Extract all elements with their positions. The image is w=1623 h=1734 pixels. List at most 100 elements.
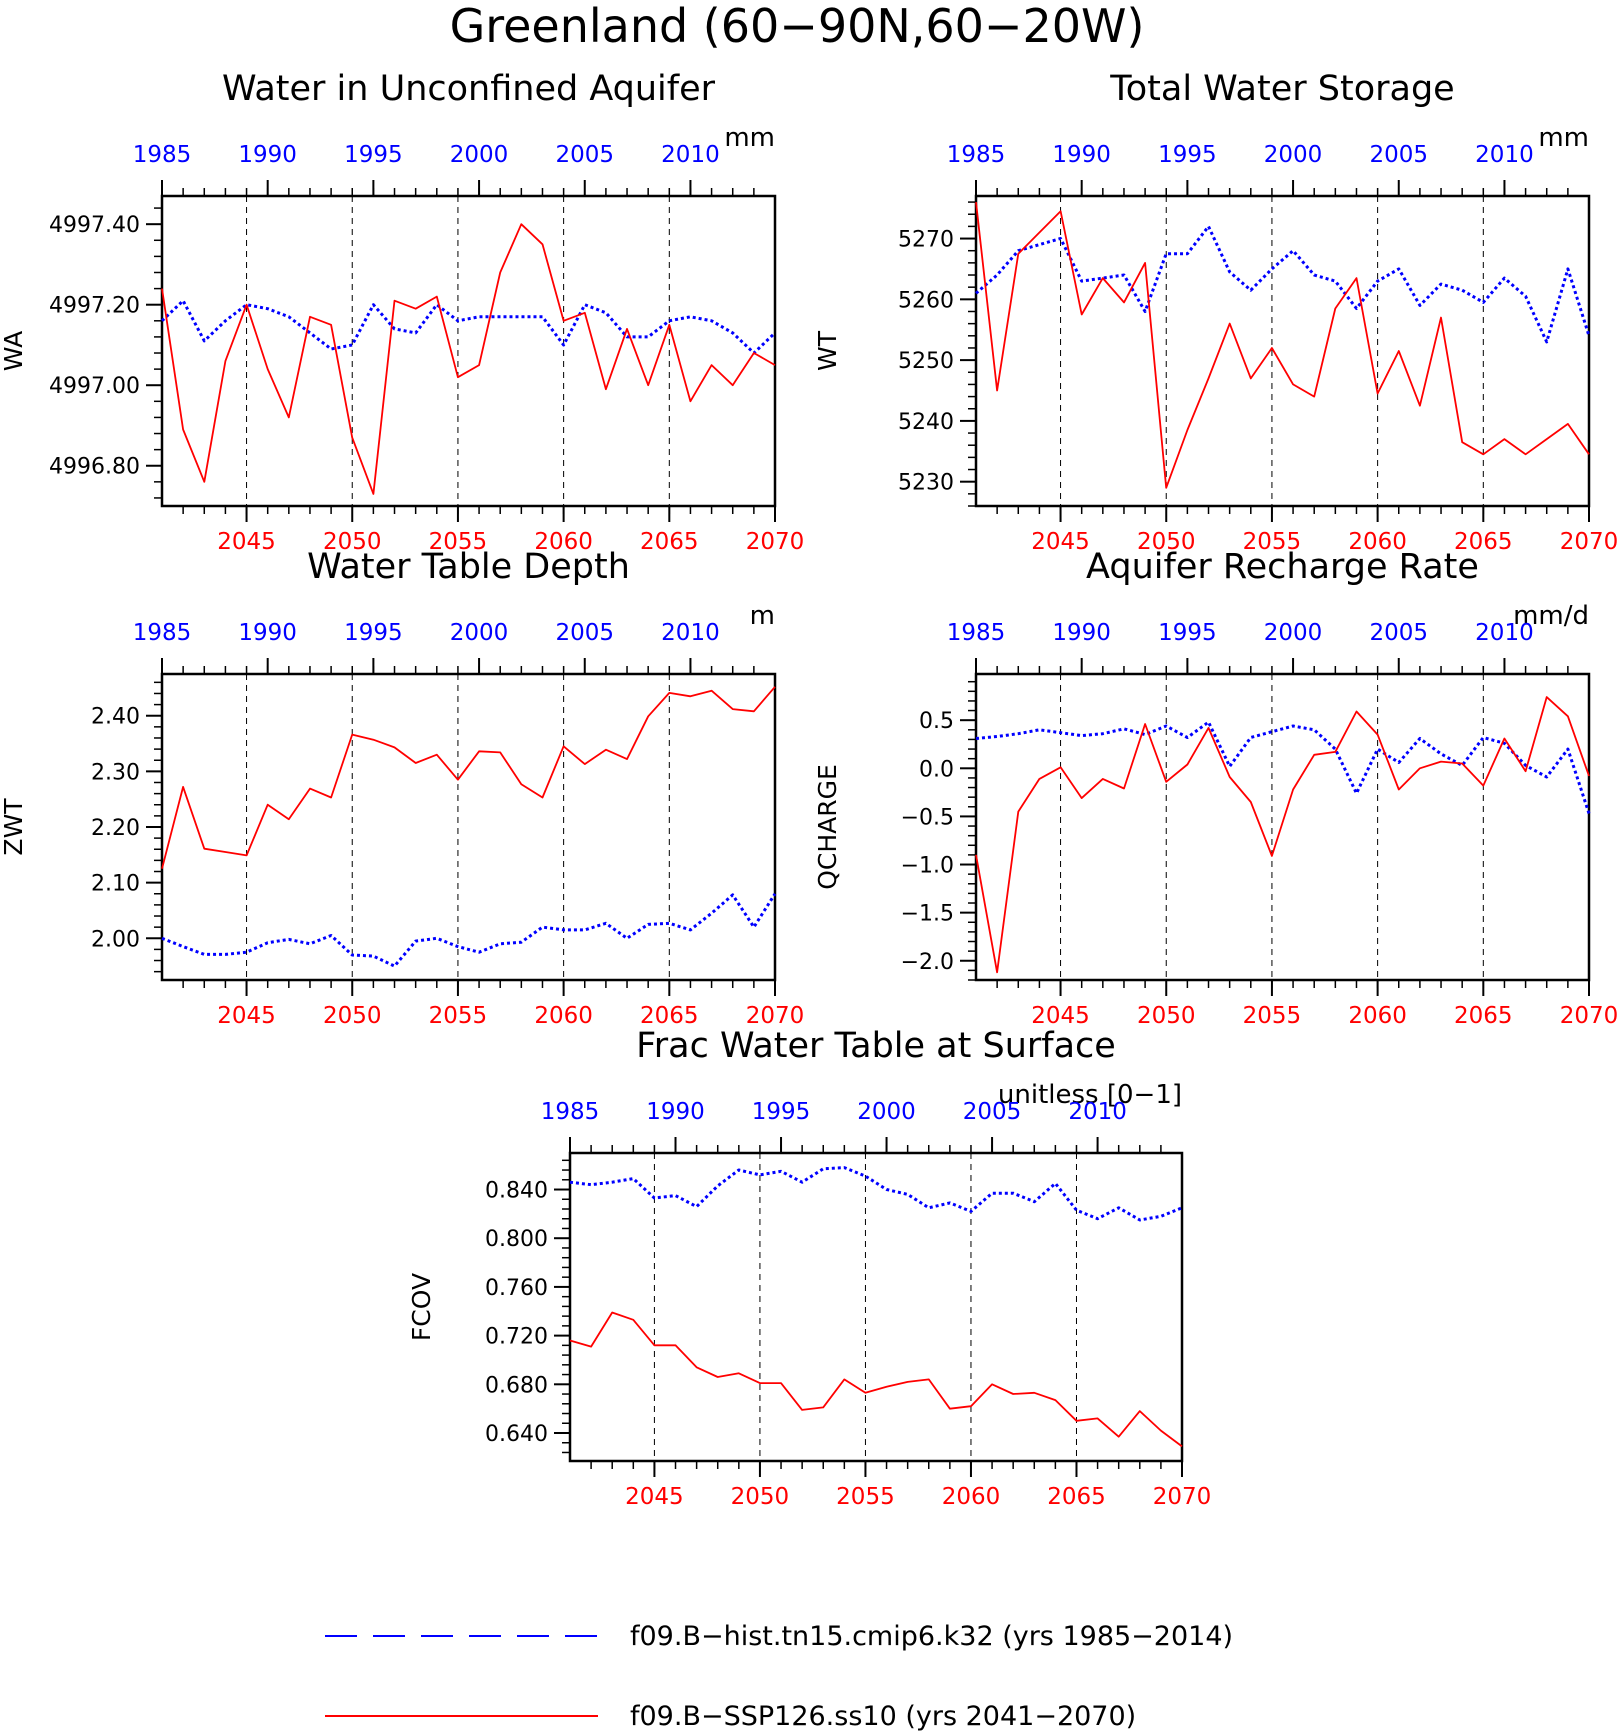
- units-label: unitless [0−1]: [998, 1080, 1182, 1110]
- x-tick-label-bottom: 2055: [429, 1003, 488, 1029]
- panel-title: Frac Water Table at Surface: [636, 1026, 1116, 1066]
- x-tick-label-top: 1985: [947, 620, 1006, 646]
- x-tick-label-bottom: 2070: [746, 1003, 805, 1029]
- x-tick-label-bottom: 2065: [1454, 529, 1513, 555]
- y-axis-label: FCOV: [407, 1273, 436, 1341]
- x-tick-label-top: 1990: [1052, 620, 1111, 646]
- x-tick-label-top: 2000: [1264, 142, 1323, 168]
- y-tick-label: 0.640: [485, 1422, 548, 1447]
- legend-label-hist: f09.B−hist.tn15.cmip6.k32 (yrs 1985−2014…: [630, 1621, 1233, 1652]
- x-tick-label-top: 1985: [133, 620, 192, 646]
- x-tick-label-top: 1995: [1158, 620, 1217, 646]
- x-tick-label-top: 2005: [555, 142, 614, 168]
- x-tick-label-top: 2005: [963, 1099, 1022, 1125]
- x-tick-label-top: 1995: [752, 1099, 811, 1125]
- series-line-ssp: [161, 223, 776, 495]
- y-tick-label: 2.10: [91, 872, 140, 897]
- series-line-ssp: [569, 1311, 1183, 1448]
- x-tick-label-bottom: 2055: [1243, 1003, 1302, 1029]
- x-tick-label-bottom: 2050: [323, 1003, 382, 1029]
- x-tick-label-bottom: 2045: [217, 529, 276, 555]
- y-tick-label: 2.40: [91, 705, 140, 730]
- y-tick-label: 0.840: [485, 1179, 548, 1204]
- plot-frame: [568, 1151, 1184, 1463]
- y-tick-label: 5240: [898, 410, 954, 435]
- x-tick-label-bottom: 2060: [534, 529, 593, 555]
- units-label: mm/d: [1513, 601, 1589, 631]
- x-tick-label-top: 2010: [661, 142, 720, 168]
- x-tick-label-top: 2005: [555, 620, 614, 646]
- x-tick-label-bottom: 2045: [625, 1484, 684, 1510]
- y-tick-label: 5260: [898, 288, 954, 313]
- series-line-hist: [975, 720, 1591, 814]
- x-tick-label-bottom: 2070: [1560, 1003, 1619, 1029]
- y-tick-label: −1.0: [901, 854, 954, 879]
- x-tick-label-top: 1995: [344, 620, 403, 646]
- figure-title: Greenland (60−90N,60−20W): [450, 0, 1145, 53]
- x-tick-label-bottom: 2065: [1454, 1003, 1513, 1029]
- x-tick-label-top: 2010: [661, 620, 720, 646]
- x-tick-label-bottom: 2065: [1047, 1484, 1106, 1510]
- panel-aquifer-recharge-rate: Aquifer Recharge Rate mm/d QCHARGE 2045 2050…: [813, 547, 1618, 1029]
- y-axis-label: WA: [0, 331, 28, 371]
- x-tick-label-top: 2010: [1475, 620, 1534, 646]
- panel-water-table-depth: Water Table Depth m ZWT 2045 2050 2055 2060 206…: [0, 547, 804, 1029]
- x-tick-label-top: 2000: [1264, 620, 1323, 646]
- y-tick-label: 0.5: [919, 709, 954, 734]
- x-tick-label-bottom: 2055: [429, 529, 488, 555]
- x-tick-label-bottom: 2070: [746, 529, 805, 555]
- panel-title: Water Table Depth: [307, 547, 630, 587]
- panel-water-in-unconfined-aquifer: Water in Unconfined Aquifer mm WA 2045 2050 2…: [0, 69, 804, 555]
- x-tick-label-top: 1990: [238, 142, 297, 168]
- x-tick-label-bottom: 2045: [1031, 529, 1090, 555]
- y-axis-label: WT: [813, 330, 842, 371]
- x-tick-label-bottom: 2065: [640, 529, 699, 555]
- x-tick-label-top: 2000: [450, 620, 509, 646]
- x-tick-label-bottom: 2060: [1348, 529, 1407, 555]
- x-tick-label-bottom: 2045: [1031, 1003, 1090, 1029]
- y-tick-label: 0.760: [485, 1276, 548, 1301]
- series-line-ssp: [975, 201, 1590, 489]
- y-tick-label: 4996.80: [49, 455, 140, 480]
- y-tick-label: 2.20: [91, 816, 140, 841]
- x-tick-label-top: 2000: [857, 1099, 916, 1125]
- y-tick-label: −0.5: [901, 805, 954, 830]
- x-tick-label-bottom: 2060: [534, 1003, 593, 1029]
- y-tick-label: −1.5: [901, 902, 954, 927]
- panel-total-water-storage: Total Water Storage mm WT 2045 2050 2055 2060 2…: [813, 69, 1618, 555]
- x-tick-label-bottom: 2070: [1153, 1484, 1212, 1510]
- x-tick-label-top: 1990: [646, 1099, 705, 1125]
- x-tick-label-top: 1995: [1158, 142, 1217, 168]
- y-tick-label: 0.800: [485, 1227, 548, 1252]
- x-tick-label-bottom: 2060: [942, 1484, 1001, 1510]
- units-label: mm: [724, 123, 775, 153]
- panel-title: Total Water Storage: [1109, 69, 1454, 109]
- units-label: mm: [1538, 123, 1589, 153]
- y-tick-label: 5270: [898, 228, 954, 253]
- plot-frame: [974, 672, 1591, 982]
- plot-frame: [160, 672, 777, 982]
- y-tick-label: 5250: [898, 349, 954, 374]
- x-tick-label-bottom: 2055: [836, 1484, 895, 1510]
- y-tick-label: 4997.00: [49, 374, 140, 399]
- y-tick-label: 4997.40: [49, 213, 140, 238]
- x-tick-label-top: 2005: [1369, 620, 1428, 646]
- x-tick-label-bottom: 2070: [1560, 529, 1619, 555]
- x-tick-label-bottom: 2055: [1243, 529, 1302, 555]
- legend-label-ssp: f09.B−SSP126.ss10 (yrs 2041−2070): [630, 1701, 1136, 1732]
- x-tick-label-top: 2005: [1369, 142, 1428, 168]
- x-tick-label-bottom: 2050: [731, 1484, 790, 1510]
- y-tick-label: 4997.20: [49, 294, 140, 319]
- x-tick-label-top: 1995: [344, 142, 403, 168]
- series-line-hist: [161, 892, 777, 968]
- y-tick-label: 0.720: [485, 1325, 548, 1350]
- units-label: m: [750, 601, 775, 631]
- y-axis-label: ZWT: [0, 798, 28, 856]
- series-line-hist: [569, 1166, 1183, 1222]
- plot-frame: [974, 194, 1591, 508]
- x-tick-label-top: 2010: [1068, 1099, 1127, 1125]
- series-line-ssp: [161, 686, 776, 869]
- y-tick-label: −2.0: [901, 950, 954, 975]
- x-tick-label-top: 2000: [450, 142, 509, 168]
- series-line-hist: [975, 224, 1591, 344]
